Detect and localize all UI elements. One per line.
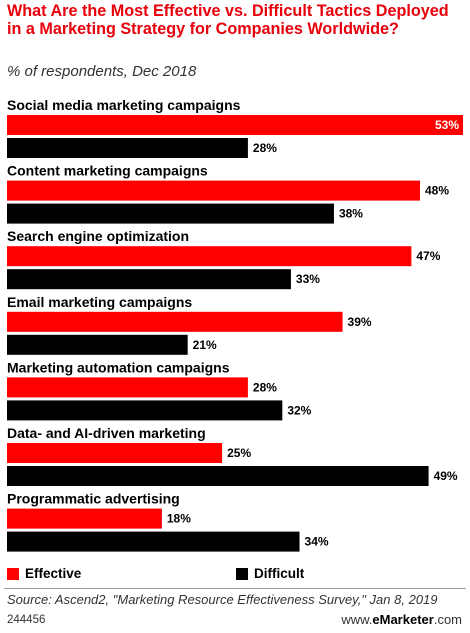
value-label-difficult: 32%	[287, 403, 311, 417]
bar-difficult	[7, 334, 188, 355]
category-label: Programmatic advertising	[7, 491, 180, 507]
value-label-difficult: 49%	[434, 469, 458, 483]
bar-effective	[7, 377, 248, 398]
chart-legend: Effective Difficult	[0, 566, 470, 582]
bar-difficult	[7, 400, 283, 421]
category-group-data-and-ai-driven-marketing: Data- and AI-driven marketing 25% 49%	[7, 425, 458, 486]
value-label-effective: 48%	[425, 184, 449, 198]
category-label: Social media marketing campaigns	[7, 97, 241, 113]
category-label: Content marketing campaigns	[7, 163, 208, 179]
bar-effective	[7, 180, 420, 201]
value-label-difficult: 34%	[305, 535, 329, 549]
value-label-difficult: 33%	[296, 272, 320, 286]
source-note: Source: Ascend2, "Marketing Resource Eff…	[7, 592, 438, 607]
bar-difficult	[7, 466, 429, 486]
chart-subtitle: % of respondents, Dec 2018	[7, 63, 197, 80]
bar-effective	[7, 508, 162, 529]
value-label-effective: 25%	[227, 446, 251, 460]
category-group-marketing-automation-campaigns: Marketing automation campaigns 28% 32%	[7, 359, 312, 421]
legend-item-effective: Effective	[7, 566, 81, 581]
value-label-difficult: 38%	[339, 207, 363, 221]
value-label-difficult: 21%	[193, 338, 217, 352]
value-label-difficult: 28%	[253, 141, 277, 155]
category-group-email-marketing-campaigns: Email marketing campaigns 39% 21%	[7, 294, 372, 355]
value-label-effective: 53%	[435, 118, 459, 132]
value-label-effective: 18%	[167, 512, 191, 526]
legend-swatch-effective	[7, 567, 19, 580]
category-label: Email marketing campaigns	[7, 294, 192, 310]
bar-chart: Social media marketing campaigns 53% 28% Co…	[7, 97, 463, 552]
category-group-content-marketing-campaigns: Content marketing campaigns 48% 38%	[7, 163, 449, 224]
bar-difficult	[7, 203, 334, 224]
bar-difficult	[7, 138, 248, 158]
bar-effective	[7, 115, 463, 135]
brand-prefix: www.	[341, 612, 373, 627]
value-label-effective: 28%	[253, 380, 277, 394]
brand-link[interactable]: www.eMarketer.com	[341, 612, 462, 627]
brand-name: eMarketer	[372, 612, 434, 627]
brand-suffix: .com	[433, 612, 462, 627]
legend-label-effective: Effective	[25, 566, 82, 581]
bar-difficult	[7, 269, 291, 290]
bar-effective	[7, 311, 343, 332]
category-group-social-media-marketing-campaigns: Social media marketing campaigns 53% 28%	[7, 97, 463, 158]
chart-id: 244456	[7, 614, 46, 626]
category-group-programmatic-advertising: Programmatic advertising 18% 34%	[7, 491, 329, 552]
legend-item-difficult: Difficult	[236, 566, 304, 581]
value-label-effective: 39%	[348, 315, 372, 329]
category-group-search-engine-optimization: Search engine optimization 47% 33%	[7, 228, 441, 290]
legend-swatch-difficult	[236, 567, 248, 580]
bar-difficult	[7, 531, 300, 552]
footer-divider	[4, 588, 466, 589]
legend-label-difficult: Difficult	[254, 566, 305, 581]
bar-effective	[7, 246, 412, 267]
value-label-effective: 47%	[416, 249, 440, 263]
category-label: Search engine optimization	[7, 228, 189, 244]
category-label: Data- and AI-driven marketing	[7, 425, 206, 441]
category-label: Marketing automation campaigns	[7, 359, 230, 375]
bar-effective	[7, 443, 223, 463]
chart-title: What Are the Most Effective vs. Difficul…	[7, 2, 449, 38]
